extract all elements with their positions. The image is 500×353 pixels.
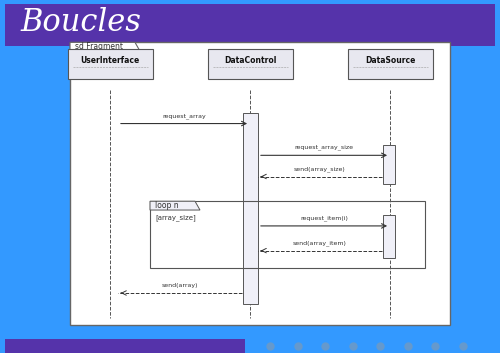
Text: request_array_size: request_array_size xyxy=(294,145,354,150)
FancyBboxPatch shape xyxy=(208,49,292,79)
Text: send(array_size): send(array_size) xyxy=(294,166,346,172)
FancyBboxPatch shape xyxy=(5,4,495,46)
Text: request_item(i): request_item(i) xyxy=(300,215,348,221)
FancyBboxPatch shape xyxy=(68,49,152,79)
Text: UserInterface: UserInterface xyxy=(80,55,140,65)
Text: DataControl: DataControl xyxy=(224,55,276,65)
FancyBboxPatch shape xyxy=(382,145,395,184)
Text: sd Fragment: sd Fragment xyxy=(75,42,123,51)
FancyBboxPatch shape xyxy=(382,215,395,258)
Text: [array_size]: [array_size] xyxy=(155,214,196,221)
FancyBboxPatch shape xyxy=(70,42,450,325)
FancyBboxPatch shape xyxy=(348,49,432,79)
FancyBboxPatch shape xyxy=(5,339,245,353)
Text: Boucles: Boucles xyxy=(20,7,141,38)
FancyBboxPatch shape xyxy=(242,113,258,304)
Text: DataSource: DataSource xyxy=(365,55,415,65)
Polygon shape xyxy=(70,42,140,51)
Text: send(array_item): send(array_item) xyxy=(293,240,347,246)
Polygon shape xyxy=(150,201,200,210)
Text: send(array): send(array) xyxy=(162,283,198,288)
Text: request_array: request_array xyxy=(162,113,206,119)
Text: loop n: loop n xyxy=(155,201,178,210)
